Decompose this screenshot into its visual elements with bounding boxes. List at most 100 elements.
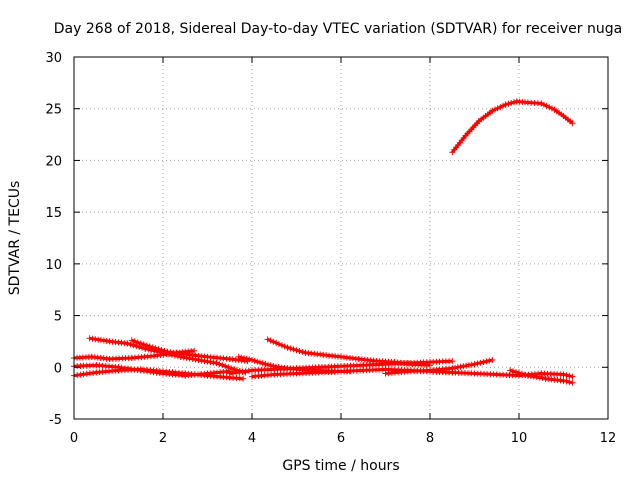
data-point bbox=[560, 371, 567, 378]
data-point bbox=[290, 346, 297, 353]
data-point bbox=[299, 348, 306, 355]
data-point bbox=[136, 343, 143, 350]
data-point bbox=[460, 363, 467, 370]
data-point bbox=[131, 338, 138, 345]
data-point bbox=[127, 341, 134, 348]
grid-lines bbox=[74, 57, 608, 419]
data-point bbox=[137, 340, 144, 347]
y-tick-label: 15 bbox=[45, 206, 62, 221]
data-point bbox=[152, 345, 159, 352]
series-1 bbox=[449, 98, 576, 156]
data-points bbox=[71, 98, 576, 386]
data-point bbox=[241, 355, 247, 362]
data-point bbox=[566, 372, 573, 379]
data-point bbox=[508, 100, 515, 106]
data-point bbox=[278, 342, 285, 349]
data-point bbox=[243, 355, 250, 362]
data-point bbox=[284, 344, 291, 351]
data-point bbox=[494, 105, 501, 112]
data-point bbox=[492, 106, 498, 113]
y-tick-labels: -5 0 5 10 15 20 25 30 bbox=[45, 51, 62, 428]
data-point bbox=[539, 375, 546, 382]
series-6 bbox=[71, 362, 233, 379]
data-point bbox=[139, 344, 146, 351]
data-point bbox=[146, 343, 153, 350]
data-point bbox=[521, 371, 528, 378]
data-point bbox=[140, 341, 147, 348]
data-point bbox=[262, 361, 269, 368]
data-point bbox=[161, 347, 168, 354]
data-point bbox=[142, 345, 149, 352]
data-point bbox=[267, 337, 274, 344]
chart-title: Day 268 of 2018, Sidereal Day-to-day VTE… bbox=[54, 21, 622, 37]
data-point bbox=[502, 101, 509, 108]
data-point bbox=[143, 342, 150, 349]
data-point bbox=[240, 375, 247, 382]
x-tick-label: 0 bbox=[70, 431, 78, 446]
data-point bbox=[134, 339, 141, 346]
data-point bbox=[257, 359, 263, 366]
data-point bbox=[497, 104, 504, 111]
data-point bbox=[228, 365, 235, 372]
data-point bbox=[225, 364, 232, 371]
data-point bbox=[155, 346, 162, 353]
y-tick-label: 25 bbox=[45, 103, 62, 118]
data-point bbox=[538, 100, 545, 107]
data-point bbox=[569, 120, 576, 127]
data-point bbox=[500, 102, 506, 109]
data-point bbox=[216, 361, 223, 368]
data-point bbox=[486, 357, 493, 364]
data-point bbox=[489, 357, 496, 363]
data-point bbox=[483, 358, 490, 365]
data-point bbox=[477, 359, 484, 366]
data-point bbox=[569, 379, 576, 386]
y-tick-label: 30 bbox=[45, 51, 62, 66]
y-axis-label: SDTVAR / TECUs bbox=[7, 181, 23, 296]
data-point bbox=[513, 369, 519, 376]
data-point bbox=[519, 370, 525, 377]
data-point bbox=[566, 379, 573, 386]
data-point bbox=[259, 360, 266, 367]
data-point bbox=[235, 353, 242, 360]
data-point bbox=[273, 339, 280, 346]
series-4 bbox=[128, 337, 251, 365]
x-tick-label: 8 bbox=[426, 431, 434, 446]
data-point bbox=[264, 336, 271, 343]
data-point bbox=[489, 107, 496, 114]
x-tick-label: 12 bbox=[600, 431, 617, 446]
data-point bbox=[449, 358, 456, 365]
data-point bbox=[158, 347, 165, 353]
data-point bbox=[128, 337, 135, 344]
data-point bbox=[540, 101, 547, 108]
data-point bbox=[222, 363, 229, 370]
data-point bbox=[505, 100, 512, 107]
data-point bbox=[191, 347, 198, 354]
data-point bbox=[296, 348, 303, 355]
data-point bbox=[510, 368, 517, 375]
data-point bbox=[480, 359, 487, 366]
x-tick-label: 10 bbox=[511, 431, 528, 446]
x-tick-label: 4 bbox=[248, 431, 256, 446]
y-tick-label: 20 bbox=[45, 154, 62, 169]
data-point bbox=[219, 362, 226, 369]
data-point bbox=[516, 370, 522, 376]
x-tick-label: 6 bbox=[337, 431, 345, 446]
data-point bbox=[511, 99, 517, 106]
x-tick-labels: 0 2 4 6 8 10 12 bbox=[70, 431, 616, 446]
series-9 bbox=[226, 358, 456, 377]
data-point bbox=[474, 360, 481, 367]
data-point bbox=[546, 104, 553, 111]
data-point bbox=[133, 343, 140, 350]
data-point bbox=[246, 356, 253, 363]
data-point bbox=[238, 354, 245, 361]
data-point bbox=[293, 347, 300, 354]
data-point bbox=[281, 343, 288, 350]
series-13 bbox=[507, 367, 576, 386]
data-point bbox=[287, 345, 294, 352]
data-point bbox=[560, 377, 567, 384]
y-tick-label: 10 bbox=[45, 258, 62, 273]
data-point bbox=[507, 367, 514, 374]
y-tick-label: 0 bbox=[54, 361, 62, 376]
data-point bbox=[543, 103, 550, 109]
x-tick-label: 2 bbox=[159, 431, 167, 446]
